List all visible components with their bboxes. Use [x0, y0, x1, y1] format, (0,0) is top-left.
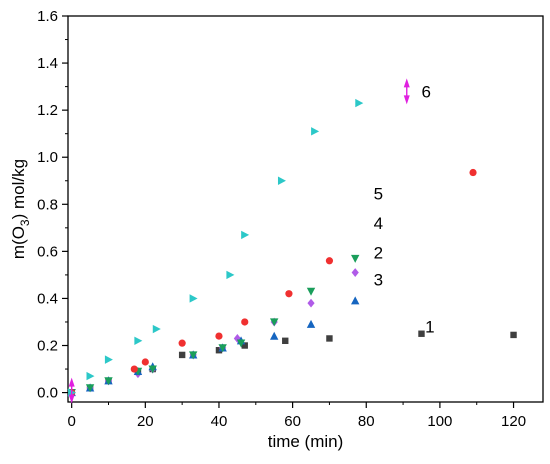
series-label-4: 4 [374, 214, 383, 233]
data-point-series-4 [270, 318, 279, 327]
y-axis-title: m(O3) mol/kg [9, 159, 32, 259]
origin-stacked-marker [68, 394, 75, 404]
legend-stacked-marker [403, 78, 410, 88]
series-labels: 6 5 4 2 3 1 [374, 82, 435, 336]
y-tick-label: 1.2 [37, 102, 58, 119]
data-point-series-3 [270, 331, 279, 340]
series-label-5: 5 [374, 185, 383, 204]
data-point-series-2 [307, 298, 315, 308]
data-point-series-4 [85, 384, 95, 393]
y-tick-label: 0.6 [37, 243, 58, 260]
data-point-series-4 [148, 365, 157, 374]
x-tick-label: 80 [358, 413, 375, 430]
x-tick-label: 120 [501, 413, 526, 430]
data-point-series-5 [178, 339, 186, 347]
data-point-series-5 [241, 318, 249, 326]
x-tick-label: 20 [137, 413, 154, 430]
data-point-series-1 [326, 335, 333, 342]
plot-frame [67, 15, 544, 403]
data-point-series-6 [277, 176, 286, 185]
x-tick-label: 0 [68, 413, 76, 430]
legend-stacked-marker [403, 95, 410, 105]
x-tick-label: 40 [211, 413, 228, 430]
y-tick-label: 0.2 [37, 338, 58, 355]
tick-labels: 0 20 40 60 80 100 120 0.0 0.2 0.4 0.6 0.8 1.0 1.2 1.4 1… [37, 8, 526, 430]
data-point-series-5 [285, 290, 293, 298]
data-point-series-6 [355, 98, 364, 108]
data-point-series-6 [134, 336, 143, 346]
data-point-series-1 [282, 337, 289, 345]
data-point-series-1 [241, 342, 248, 349]
data-point-series-6 [152, 324, 161, 334]
x-tick-label: 100 [427, 413, 452, 430]
data-point-series-1 [418, 330, 425, 337]
data-point-series-4 [188, 351, 198, 360]
y-tick-label: 1.0 [37, 149, 58, 166]
data-point-series-6 [241, 230, 250, 240]
data-points [67, 78, 517, 404]
data-point-series-4 [306, 287, 316, 296]
series-label-2: 2 [374, 244, 383, 263]
data-point-series-5 [215, 332, 223, 340]
y-tick-label: 0.4 [37, 290, 58, 307]
series-label-1: 1 [425, 318, 434, 337]
data-point-series-4 [236, 339, 246, 348]
data-point-series-3 [351, 296, 360, 305]
data-point-series-1 [178, 351, 186, 359]
data-point-series-1 [215, 347, 223, 354]
axes [62, 15, 544, 408]
y-tick-label: 1.6 [37, 8, 58, 25]
data-point-series-6 [86, 371, 95, 381]
data-point-series-4 [351, 254, 360, 263]
data-point-series-1 [510, 331, 517, 339]
y-tick-label: 0.0 [37, 385, 58, 402]
x-axis-title: time (min) [268, 432, 344, 451]
origin-stacked-marker [68, 377, 75, 387]
data-point-series-6 [189, 294, 198, 303]
data-point-series-5 [130, 365, 138, 373]
data-point-series-6 [311, 127, 320, 136]
data-point-series-2 [351, 268, 359, 277]
data-point-series-4 [104, 377, 113, 386]
data-point-series-3 [306, 319, 316, 328]
data-point-series-4 [218, 344, 227, 353]
y-tick-label: 1.4 [37, 55, 58, 72]
series-label-6: 6 [421, 82, 430, 101]
data-point-series-5 [469, 168, 477, 177]
data-point-series-6 [104, 355, 113, 364]
x-tick-label: 60 [284, 413, 301, 430]
series-label-3: 3 [374, 271, 383, 290]
data-point-series-5 [325, 257, 334, 265]
y-tick-label: 0.8 [37, 196, 58, 213]
data-point-series-6 [226, 270, 235, 280]
data-point-series-5 [141, 358, 149, 366]
